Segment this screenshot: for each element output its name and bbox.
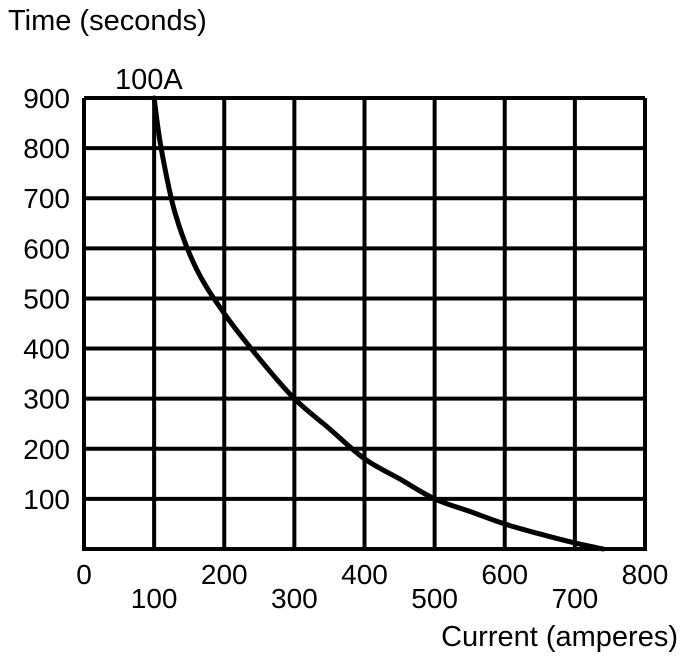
x-tick-labels: 0 200 400 600 800 100 300 500 700 — [76, 559, 668, 614]
y-axis-label: Time (seconds) — [8, 5, 207, 37]
series-layer — [151, 95, 606, 552]
y-tick-label: 900 — [23, 83, 70, 114]
x-tick-label: 200 — [201, 559, 248, 590]
y-tick-label: 400 — [23, 334, 70, 365]
y-tick-label: 300 — [23, 384, 70, 415]
x-tick-label: 100 — [131, 583, 178, 614]
y-tick-label: 700 — [23, 183, 70, 214]
x-tick-label: 800 — [622, 559, 669, 590]
y-tick-label: 600 — [23, 233, 70, 264]
y-tick-label: 800 — [23, 133, 70, 164]
y-tick-label: 200 — [23, 434, 70, 465]
series-curve-100a — [151, 95, 606, 552]
grid-lines — [84, 96, 647, 549]
series-annotation: 100A — [115, 64, 183, 96]
x-tick-label: 600 — [481, 559, 528, 590]
x-tick-label: 300 — [271, 583, 318, 614]
y-tick-labels: 100 200 300 400 500 600 700 800 900 — [23, 83, 70, 515]
axes — [82, 98, 647, 551]
y-tick-label: 500 — [23, 283, 70, 314]
x-axis-label: Current (amperes) — [441, 621, 678, 653]
y-tick-label: 100 — [23, 484, 70, 515]
x-tick-label: 500 — [411, 583, 458, 614]
x-tick-label: 0 — [76, 559, 92, 590]
x-tick-label: 400 — [341, 559, 388, 590]
x-tick-label: 700 — [552, 583, 599, 614]
